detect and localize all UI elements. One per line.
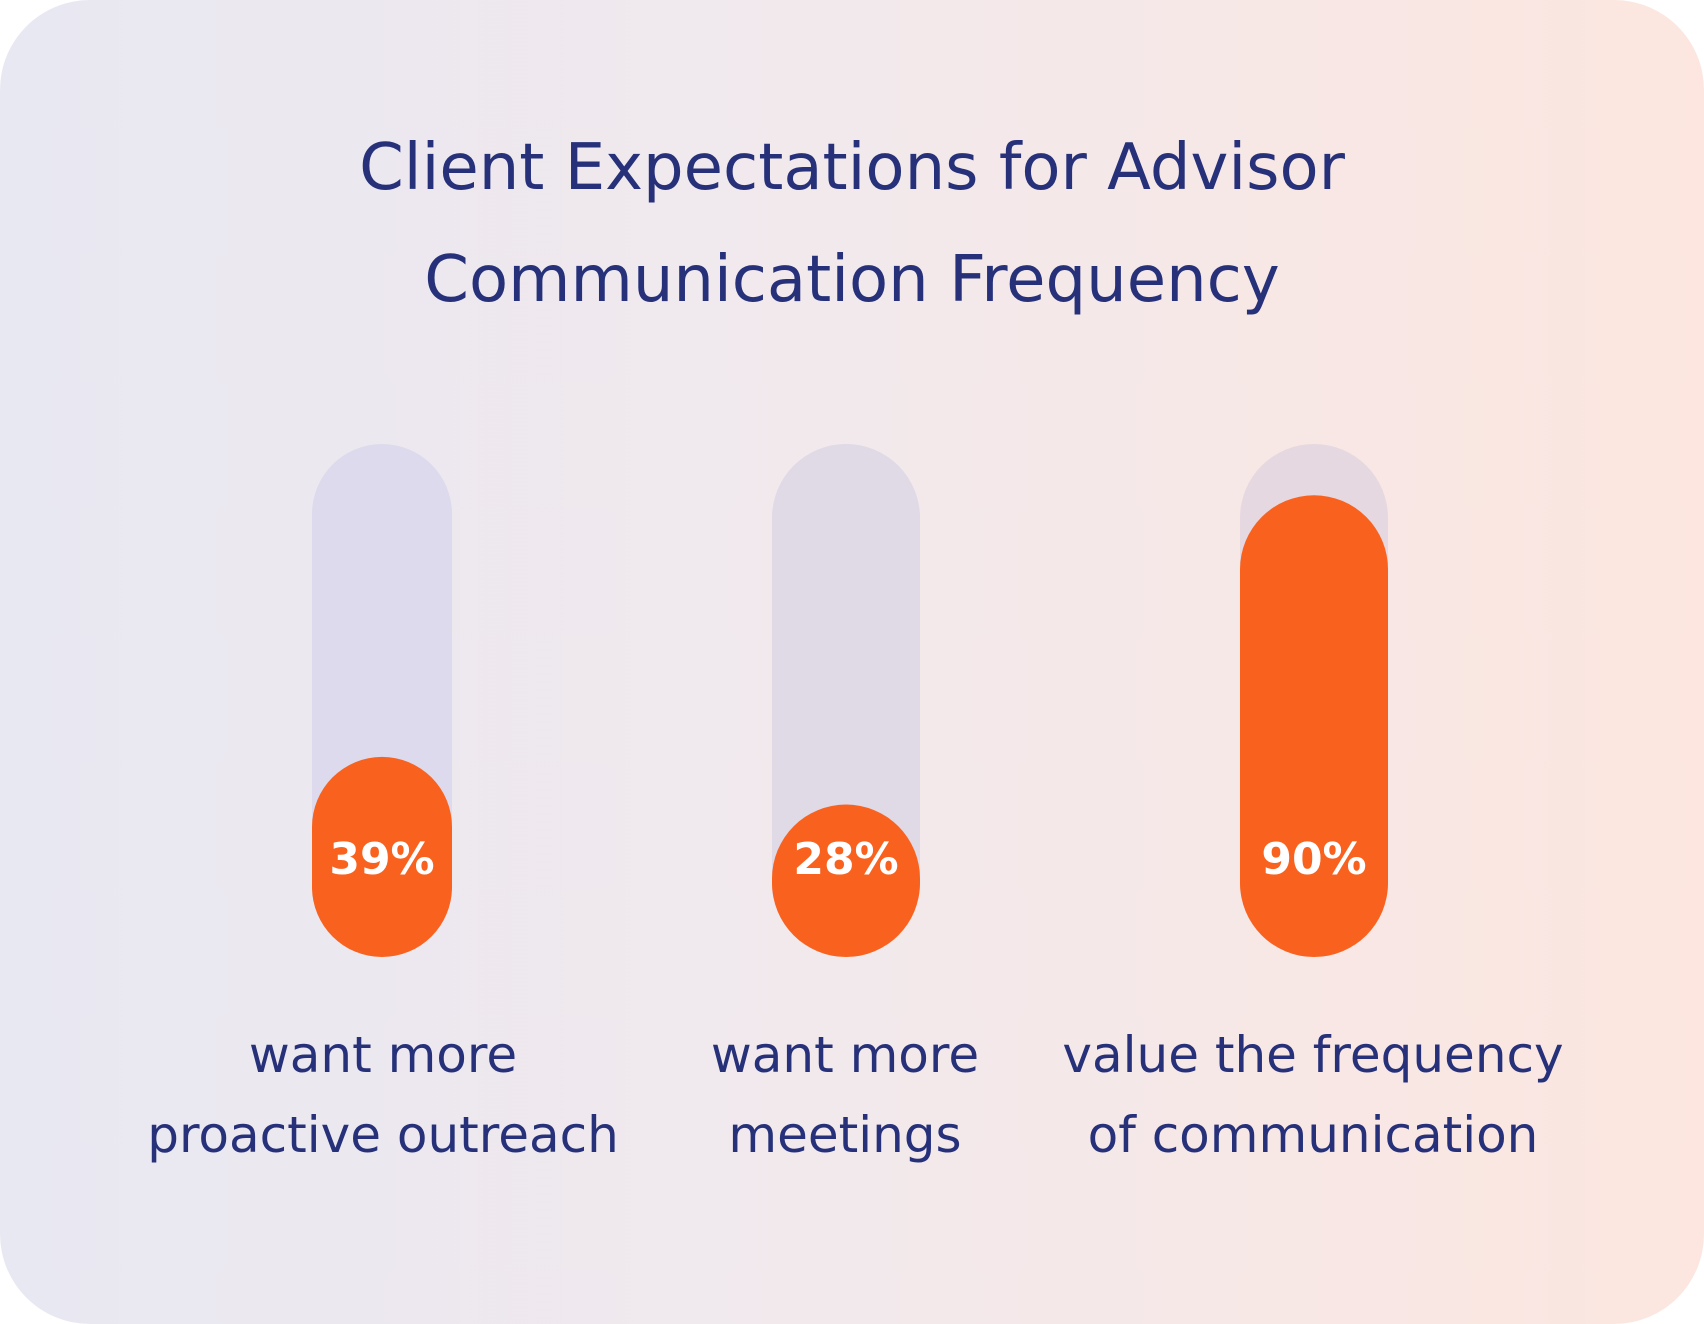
caption-proactive-outreach: want more proactive outreach xyxy=(123,1015,643,1175)
caption-communication-frequency: value the frequency of communication xyxy=(1053,1015,1573,1175)
bar-fill xyxy=(312,756,452,957)
caption-line-2: of communication xyxy=(1087,1106,1539,1164)
chart-title-line-2: Communication Frequency xyxy=(424,243,1280,317)
chart-title-line-1: Client Expectations for Advisor xyxy=(359,131,1345,205)
chart-title: Client Expectations for Advisor Communic… xyxy=(0,112,1704,336)
bar-value-label: 28% xyxy=(793,834,898,885)
caption-line-1: value the frequency xyxy=(1062,1026,1564,1084)
caption-line-1: want more xyxy=(710,1026,980,1084)
caption-more-meetings: want more meetings xyxy=(585,1015,1105,1175)
caption-line-2: proactive outreach xyxy=(147,1106,619,1164)
bar-fill xyxy=(1240,495,1388,957)
caption-line-2: meetings xyxy=(728,1106,962,1164)
caption-line-1: want more xyxy=(248,1026,518,1084)
bar-value-label: 39% xyxy=(329,834,434,885)
bar-value-label: 90% xyxy=(1261,834,1366,885)
bar-fill xyxy=(772,804,920,957)
